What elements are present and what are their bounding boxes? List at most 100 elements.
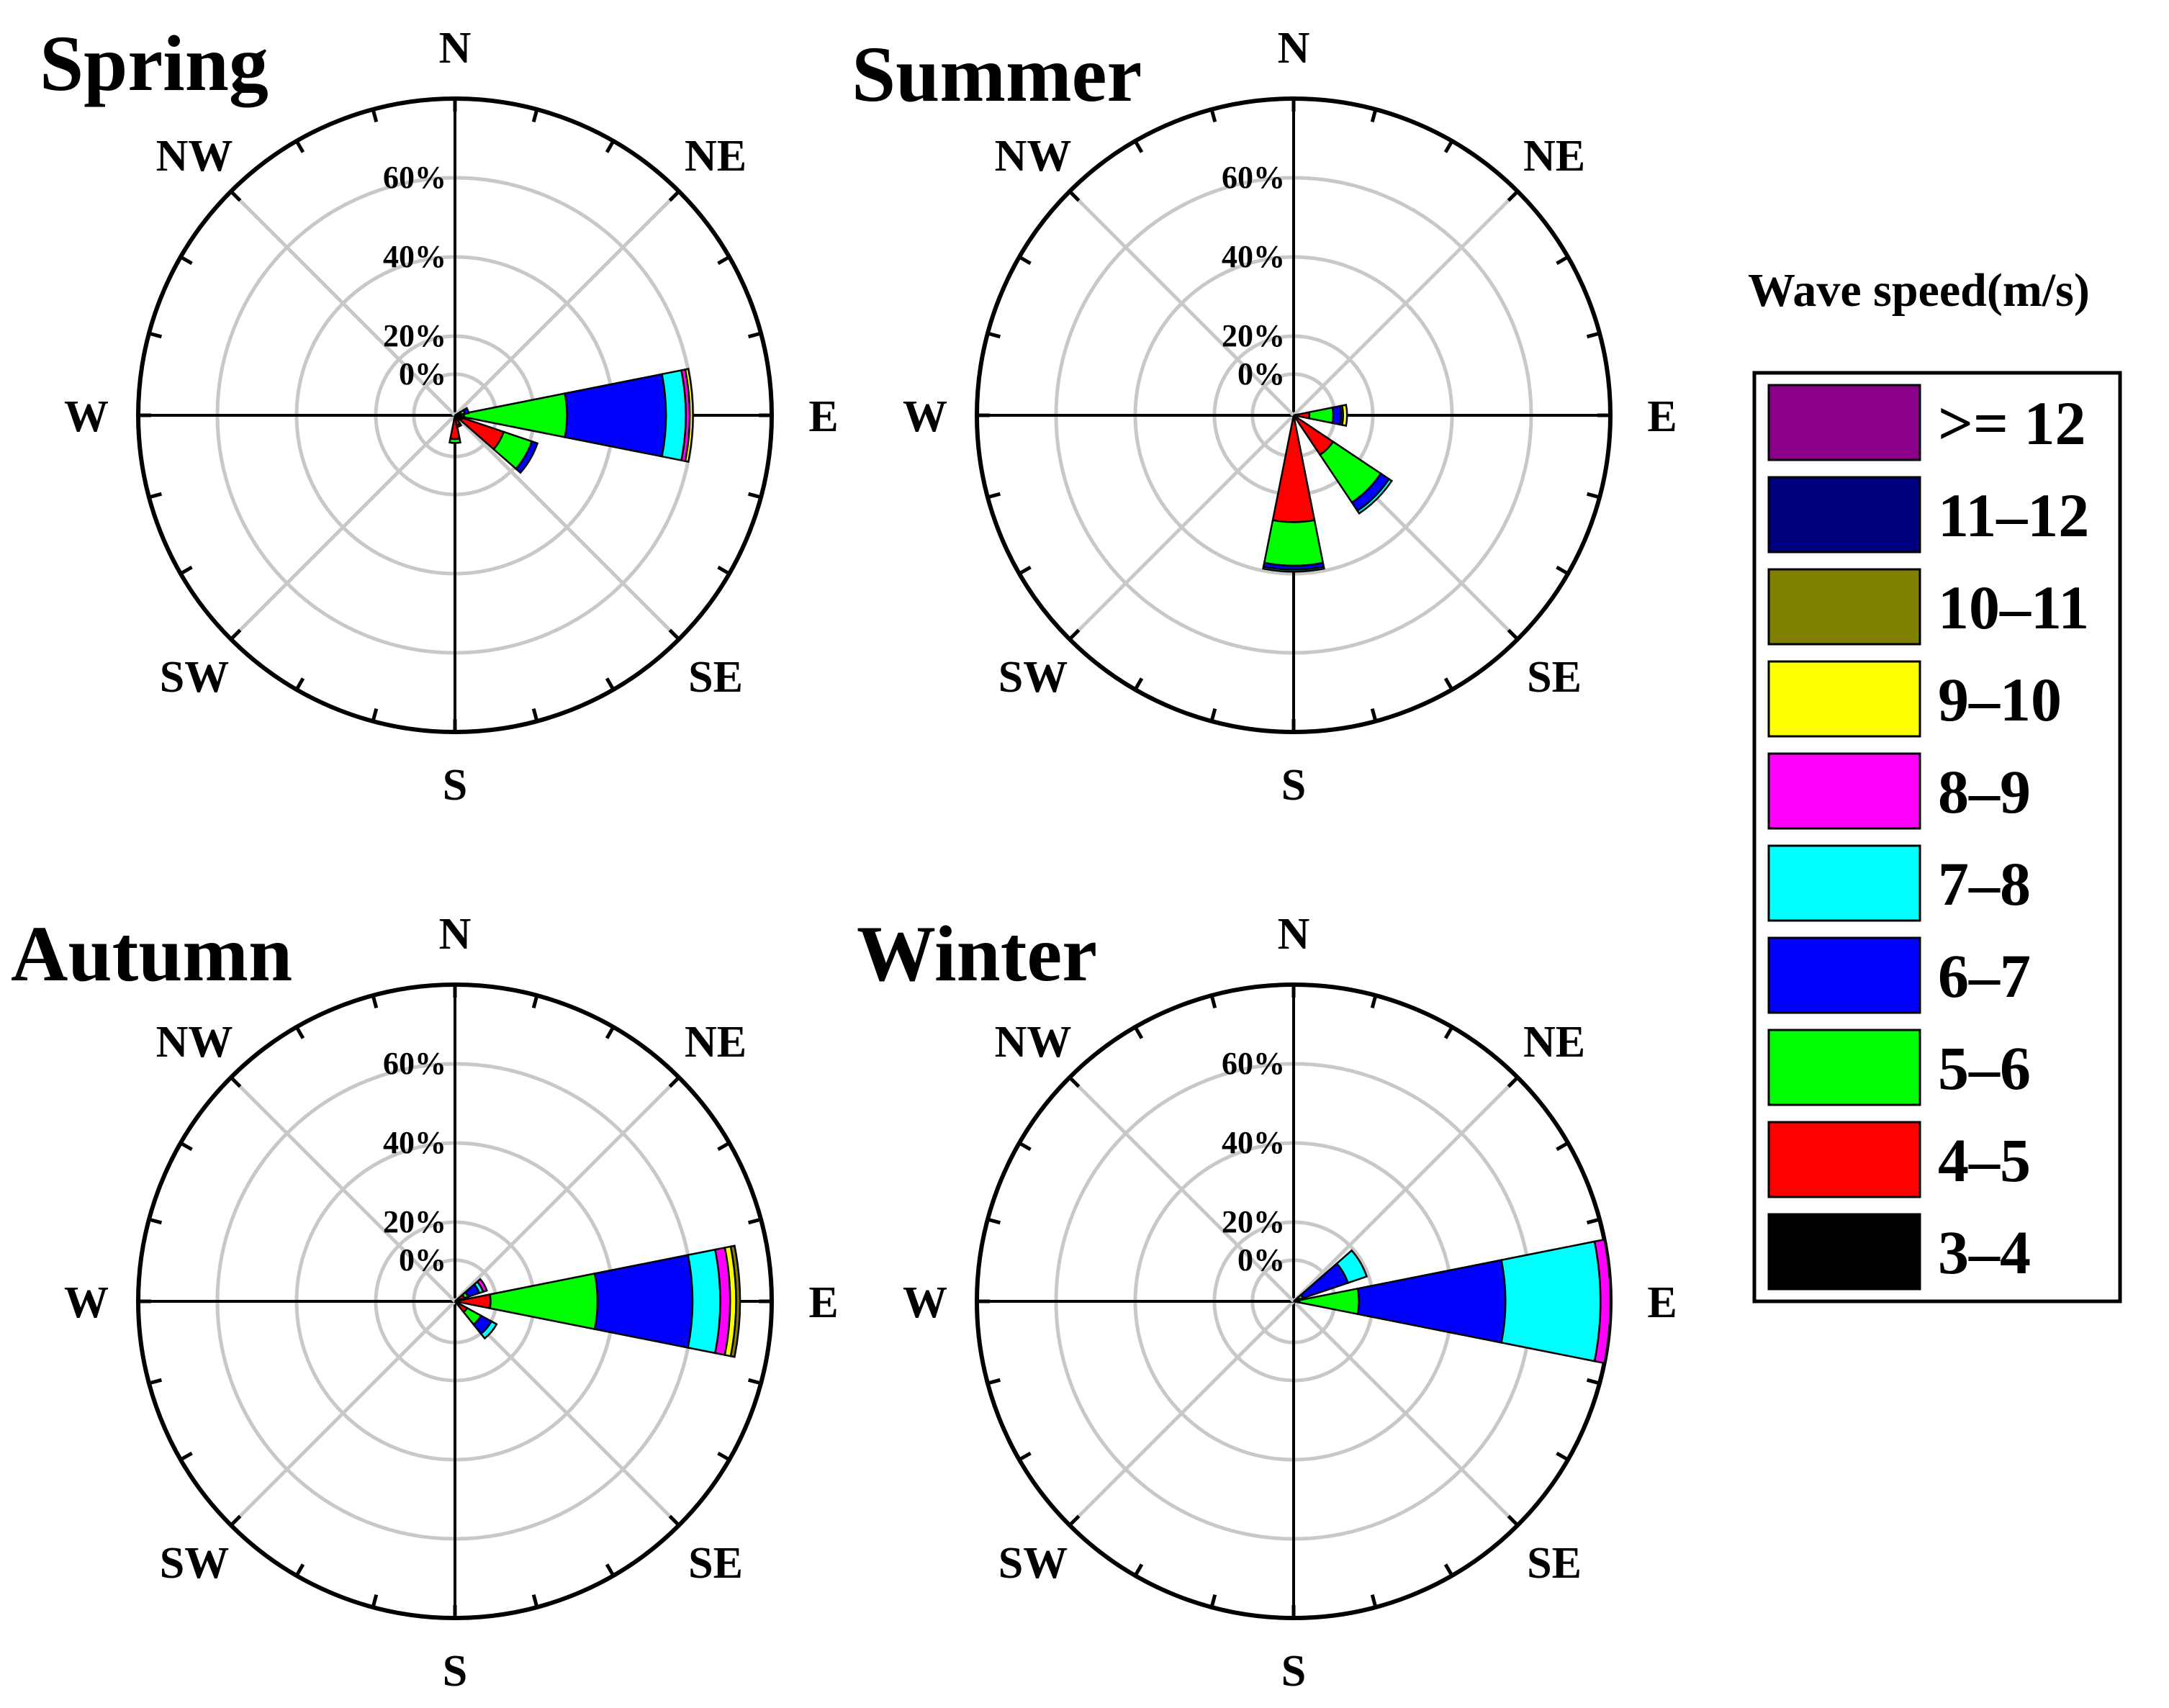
outer-tick <box>747 331 762 339</box>
sector-60 <box>1293 1249 1368 1303</box>
direction-label-ne: NE <box>1523 1018 1585 1067</box>
outer-tick <box>531 995 539 1009</box>
panel-winter: Winter 0%20% 40% 60% N NE E SE S SW W NW <box>857 910 1677 1696</box>
direction-label-s: S <box>1281 761 1306 810</box>
spoke-135 <box>454 414 680 641</box>
legend-label: >= 12 <box>1938 389 2086 458</box>
outer-tick <box>179 565 193 576</box>
outer-tick <box>605 677 615 691</box>
outer-tick <box>294 1026 305 1039</box>
panel-autumn: Autumn 0%20% 40% 60% N NE E SE S SW W NW <box>11 910 839 1696</box>
direction-label-sw: SW <box>998 1539 1068 1588</box>
direction-label-w: W <box>903 1278 947 1327</box>
outer-tick <box>717 565 731 576</box>
radial-tick-label: 0% <box>1237 356 1285 392</box>
outer-tick <box>1209 109 1217 123</box>
outer-tick <box>148 331 163 339</box>
outer-tick <box>1370 1594 1378 1608</box>
direction-label-se: SE <box>688 1539 743 1588</box>
outer-tick <box>1018 255 1032 266</box>
spoke-45 <box>454 1076 680 1303</box>
wedge-bin-1 <box>1296 411 1311 420</box>
outer-tick <box>668 190 680 202</box>
spoke-315 <box>230 190 456 417</box>
outer-tick <box>1443 1563 1454 1577</box>
outer-tick <box>717 1451 731 1462</box>
direction-label-se: SE <box>688 653 743 702</box>
outer-tick <box>371 1594 379 1608</box>
legend-label: 7–8 <box>1938 849 2031 918</box>
direction-label-sw: SW <box>160 1539 229 1588</box>
wedge-bin-4 <box>661 369 687 462</box>
outer-tick <box>1209 995 1217 1009</box>
wedge-bin-3 <box>462 407 470 415</box>
outer-tick <box>1018 565 1032 576</box>
legend-label: 10–11 <box>1938 573 2089 642</box>
wedge-bin-3 <box>1356 1259 1507 1344</box>
outer-tick <box>1556 1451 1569 1462</box>
outer-tick <box>1370 109 1378 123</box>
outer-tick <box>1443 1026 1454 1039</box>
outer-tick <box>1586 492 1600 500</box>
radial-tick-label: 60% <box>1222 1046 1285 1081</box>
radial-tick-label: 40% <box>1222 1125 1285 1160</box>
radial-tick-label: 60% <box>383 160 446 195</box>
wedge-bin-5 <box>476 1278 488 1293</box>
spoke-225 <box>230 1300 456 1527</box>
outer-tick <box>1443 677 1454 691</box>
sector-90 <box>1293 404 1348 427</box>
legend-swatch <box>1767 476 1921 553</box>
direction-label-s: S <box>443 1647 467 1696</box>
outer-tick <box>230 628 242 641</box>
sector-70 <box>454 407 470 417</box>
outer-tick <box>179 1451 193 1462</box>
wedge-bin-2 <box>1263 519 1325 567</box>
outer-tick <box>1370 995 1378 1009</box>
radial-tick-label: 40% <box>1222 239 1285 274</box>
legend-swatch <box>1767 844 1921 922</box>
radial-tick-label: 40% <box>383 239 446 274</box>
outer-tick <box>1133 140 1144 153</box>
direction-label-w: W <box>64 392 109 441</box>
wedge-bin-2 <box>1308 406 1335 425</box>
outer-tick <box>230 1076 242 1088</box>
wedge-bin-2 <box>489 1272 599 1331</box>
direction-label-e: E <box>1647 1278 1677 1327</box>
outer-tick <box>668 1514 680 1527</box>
direction-label-nw: NW <box>156 132 233 181</box>
wedge-bin-4 <box>1335 1249 1368 1284</box>
wedge-bin-2 <box>455 423 463 428</box>
spoke-45 <box>1292 1076 1519 1303</box>
direction-label-nw: NW <box>995 132 1072 181</box>
wedge-bin-4 <box>1356 477 1394 515</box>
direction-label-ne: NE <box>1523 132 1585 181</box>
direction-label-ne: NE <box>685 132 747 181</box>
wedge-bin-4 <box>479 1320 498 1340</box>
legend-swatch <box>1767 568 1921 646</box>
sector-180 <box>1262 415 1325 573</box>
radial-tick-label: 40% <box>383 1125 446 1160</box>
sector-130 <box>454 1300 498 1340</box>
outer-tick <box>987 1217 1001 1225</box>
outer-tick <box>1133 1563 1144 1577</box>
outer-tick <box>371 708 379 722</box>
wedge-bin-3 <box>564 373 667 458</box>
outer-tick <box>747 1217 762 1225</box>
direction-label-sw: SW <box>998 653 1068 702</box>
legend: Wave speed(m/s) >= 12 11–12 10–11 9–10 8–9 7–… <box>1748 264 2122 1303</box>
panel-summer: Summer 0%20% 40% 60% N NE E SE S SW W NW <box>852 24 1677 810</box>
radial-tick-label: 0% <box>1237 1242 1285 1278</box>
radial-tick-label: 0% <box>399 356 446 392</box>
outer-tick <box>531 1594 539 1608</box>
direction-label-n: N <box>439 910 472 959</box>
legend-label: 9–10 <box>1938 665 2062 734</box>
legend-swatch <box>1767 1121 1921 1198</box>
outer-tick <box>230 1514 242 1527</box>
wedge-bin-4 <box>1262 565 1325 573</box>
direction-label-w: W <box>903 392 947 441</box>
legend-entry-4: 8–9 <box>1767 752 2031 830</box>
legend-label: 8–9 <box>1938 757 2031 826</box>
sector-90 <box>454 1244 741 1358</box>
outer-tick <box>148 492 163 500</box>
